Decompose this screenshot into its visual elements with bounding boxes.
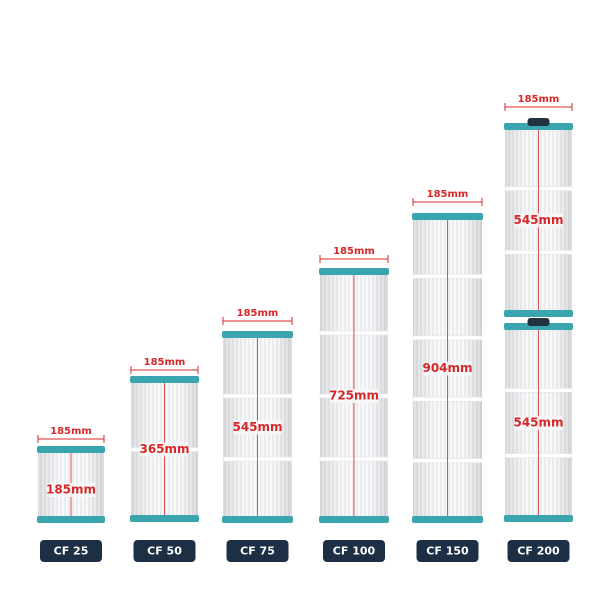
model-name: CF 50 <box>147 545 182 558</box>
width-label: 185mm <box>518 94 560 105</box>
bottom-cap <box>37 516 105 523</box>
width-label: 185mm <box>50 426 92 437</box>
top-cap <box>130 376 199 383</box>
top-cap <box>222 331 293 338</box>
bottom-cap <box>222 516 293 523</box>
height-label-bg <box>514 416 563 430</box>
top-cap <box>319 268 389 275</box>
filter: 904mm 185mm CF 150 <box>412 189 483 562</box>
height-label: 545mm <box>513 416 563 430</box>
height-label-bg <box>47 483 95 497</box>
filter: 545mm 185mm CF 75 <box>222 308 293 562</box>
width-label: 185mm <box>333 246 375 257</box>
model-name: CF 75 <box>240 545 275 558</box>
bottom-cap <box>504 515 573 522</box>
width-label: 185mm <box>144 357 186 368</box>
model-name: CF 100 <box>333 545 376 558</box>
top-cap <box>504 123 573 130</box>
height-label-bg <box>233 420 282 435</box>
height-label: 545mm <box>232 420 282 434</box>
width-label: 185mm <box>427 189 469 200</box>
model-name: CF 150 <box>426 545 469 558</box>
core-cap <box>527 118 550 126</box>
filter: 365mm 185mm CF 50 <box>130 357 199 562</box>
model-badge <box>507 540 570 562</box>
height-label: 545mm <box>513 213 563 227</box>
model-badge <box>416 540 479 562</box>
height-label-bg <box>423 361 472 376</box>
model-badge <box>40 540 102 562</box>
top-cap <box>37 446 105 453</box>
model-badge <box>323 540 385 562</box>
top-cap <box>504 323 573 330</box>
filter: 725mm 185mm CF 100 <box>319 246 389 562</box>
height-label: 725mm <box>329 389 379 403</box>
model-name: CF 200 <box>517 545 560 558</box>
filter: 185mm 185mm CF 25 <box>37 426 105 562</box>
height-label: 185mm <box>46 483 96 497</box>
bottom-cap <box>319 516 389 523</box>
height-label-bg <box>514 213 563 228</box>
core-cap <box>527 318 550 326</box>
bottom-cap <box>130 515 199 522</box>
model-badge <box>133 540 196 562</box>
height-label: 904mm <box>422 361 472 375</box>
height-label-bg <box>140 442 189 457</box>
top-cap <box>412 213 483 220</box>
filter: 545mm 545mm 185mm CF 200 <box>504 94 573 562</box>
bottom-cap <box>412 516 483 523</box>
height-label-bg <box>330 389 378 403</box>
bottom-cap <box>504 310 573 317</box>
height-label: 365mm <box>139 442 189 456</box>
model-badge <box>226 540 289 562</box>
width-label: 185mm <box>237 308 279 319</box>
model-name: CF 25 <box>54 545 89 558</box>
